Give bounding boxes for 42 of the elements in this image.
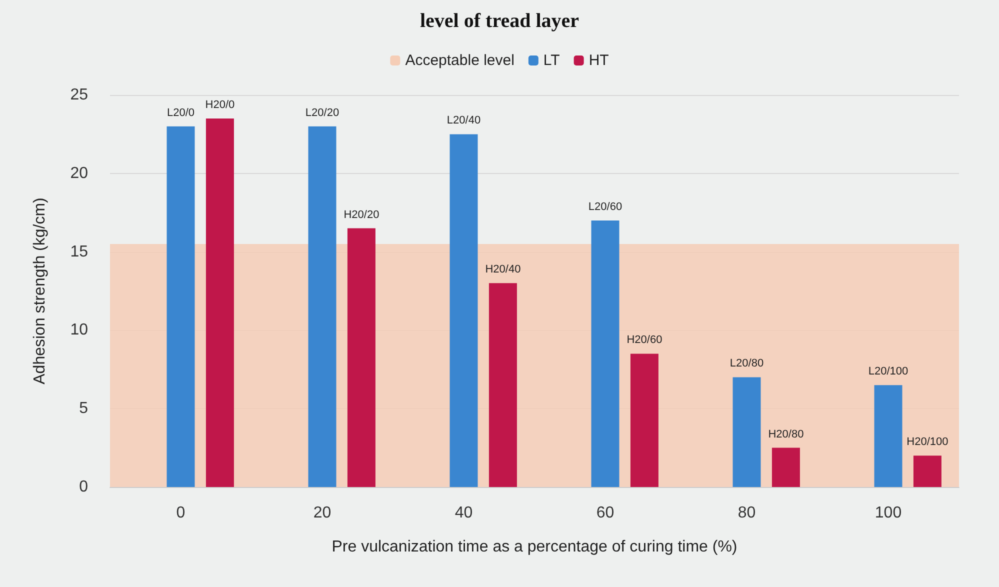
y-tick-label: 25 xyxy=(70,86,88,104)
data-label: L20/40 xyxy=(446,114,481,127)
data-label: L20/0 xyxy=(166,106,195,119)
bar xyxy=(166,126,195,487)
data-label: L20/100 xyxy=(868,366,908,378)
y-tick-label: 0 xyxy=(79,478,88,496)
chart-title: level of tread layer xyxy=(420,10,580,32)
bar xyxy=(347,228,376,487)
bar xyxy=(874,385,902,487)
bar xyxy=(591,220,620,487)
x-tick-label: 40 xyxy=(454,504,473,522)
data-label: L20/80 xyxy=(730,358,764,370)
y-tick-label: 20 xyxy=(70,164,88,182)
bar xyxy=(308,126,336,487)
y-axis-title: Adhesion strength (kg/cm) xyxy=(32,198,48,384)
y-tick-label: 10 xyxy=(70,322,88,339)
x-tick-label: 100 xyxy=(874,504,902,522)
data-label: H20/60 xyxy=(626,334,662,346)
bar xyxy=(206,118,234,487)
bar xyxy=(488,283,517,487)
x-tick-label: 20 xyxy=(313,504,332,522)
legend-label: Acceptable level xyxy=(405,52,514,69)
bar xyxy=(913,456,942,487)
data-label: H20/100 xyxy=(906,436,948,448)
y-tick-label: 5 xyxy=(79,400,88,418)
data-label: H20/80 xyxy=(768,428,804,440)
x-tick-label: 0 xyxy=(176,504,186,522)
x-axis-title: Pre vulcanization time as a percentage of curing time (%) xyxy=(332,538,738,556)
legend-label: HT xyxy=(588,52,609,69)
data-label: H20/40 xyxy=(485,264,521,276)
data-label: L20/60 xyxy=(588,200,622,213)
data-label: L20/20 xyxy=(305,106,340,119)
bar xyxy=(772,448,800,487)
data-label: H20/20 xyxy=(344,208,380,221)
bar xyxy=(630,354,658,487)
legend-label: LT xyxy=(543,52,560,69)
data-label: H20/0 xyxy=(205,99,235,112)
y-tick-label: 15 xyxy=(70,243,88,260)
bar xyxy=(732,377,761,487)
x-tick-label: 60 xyxy=(596,504,614,522)
x-tick-label: 80 xyxy=(738,504,756,522)
bar xyxy=(450,134,478,487)
